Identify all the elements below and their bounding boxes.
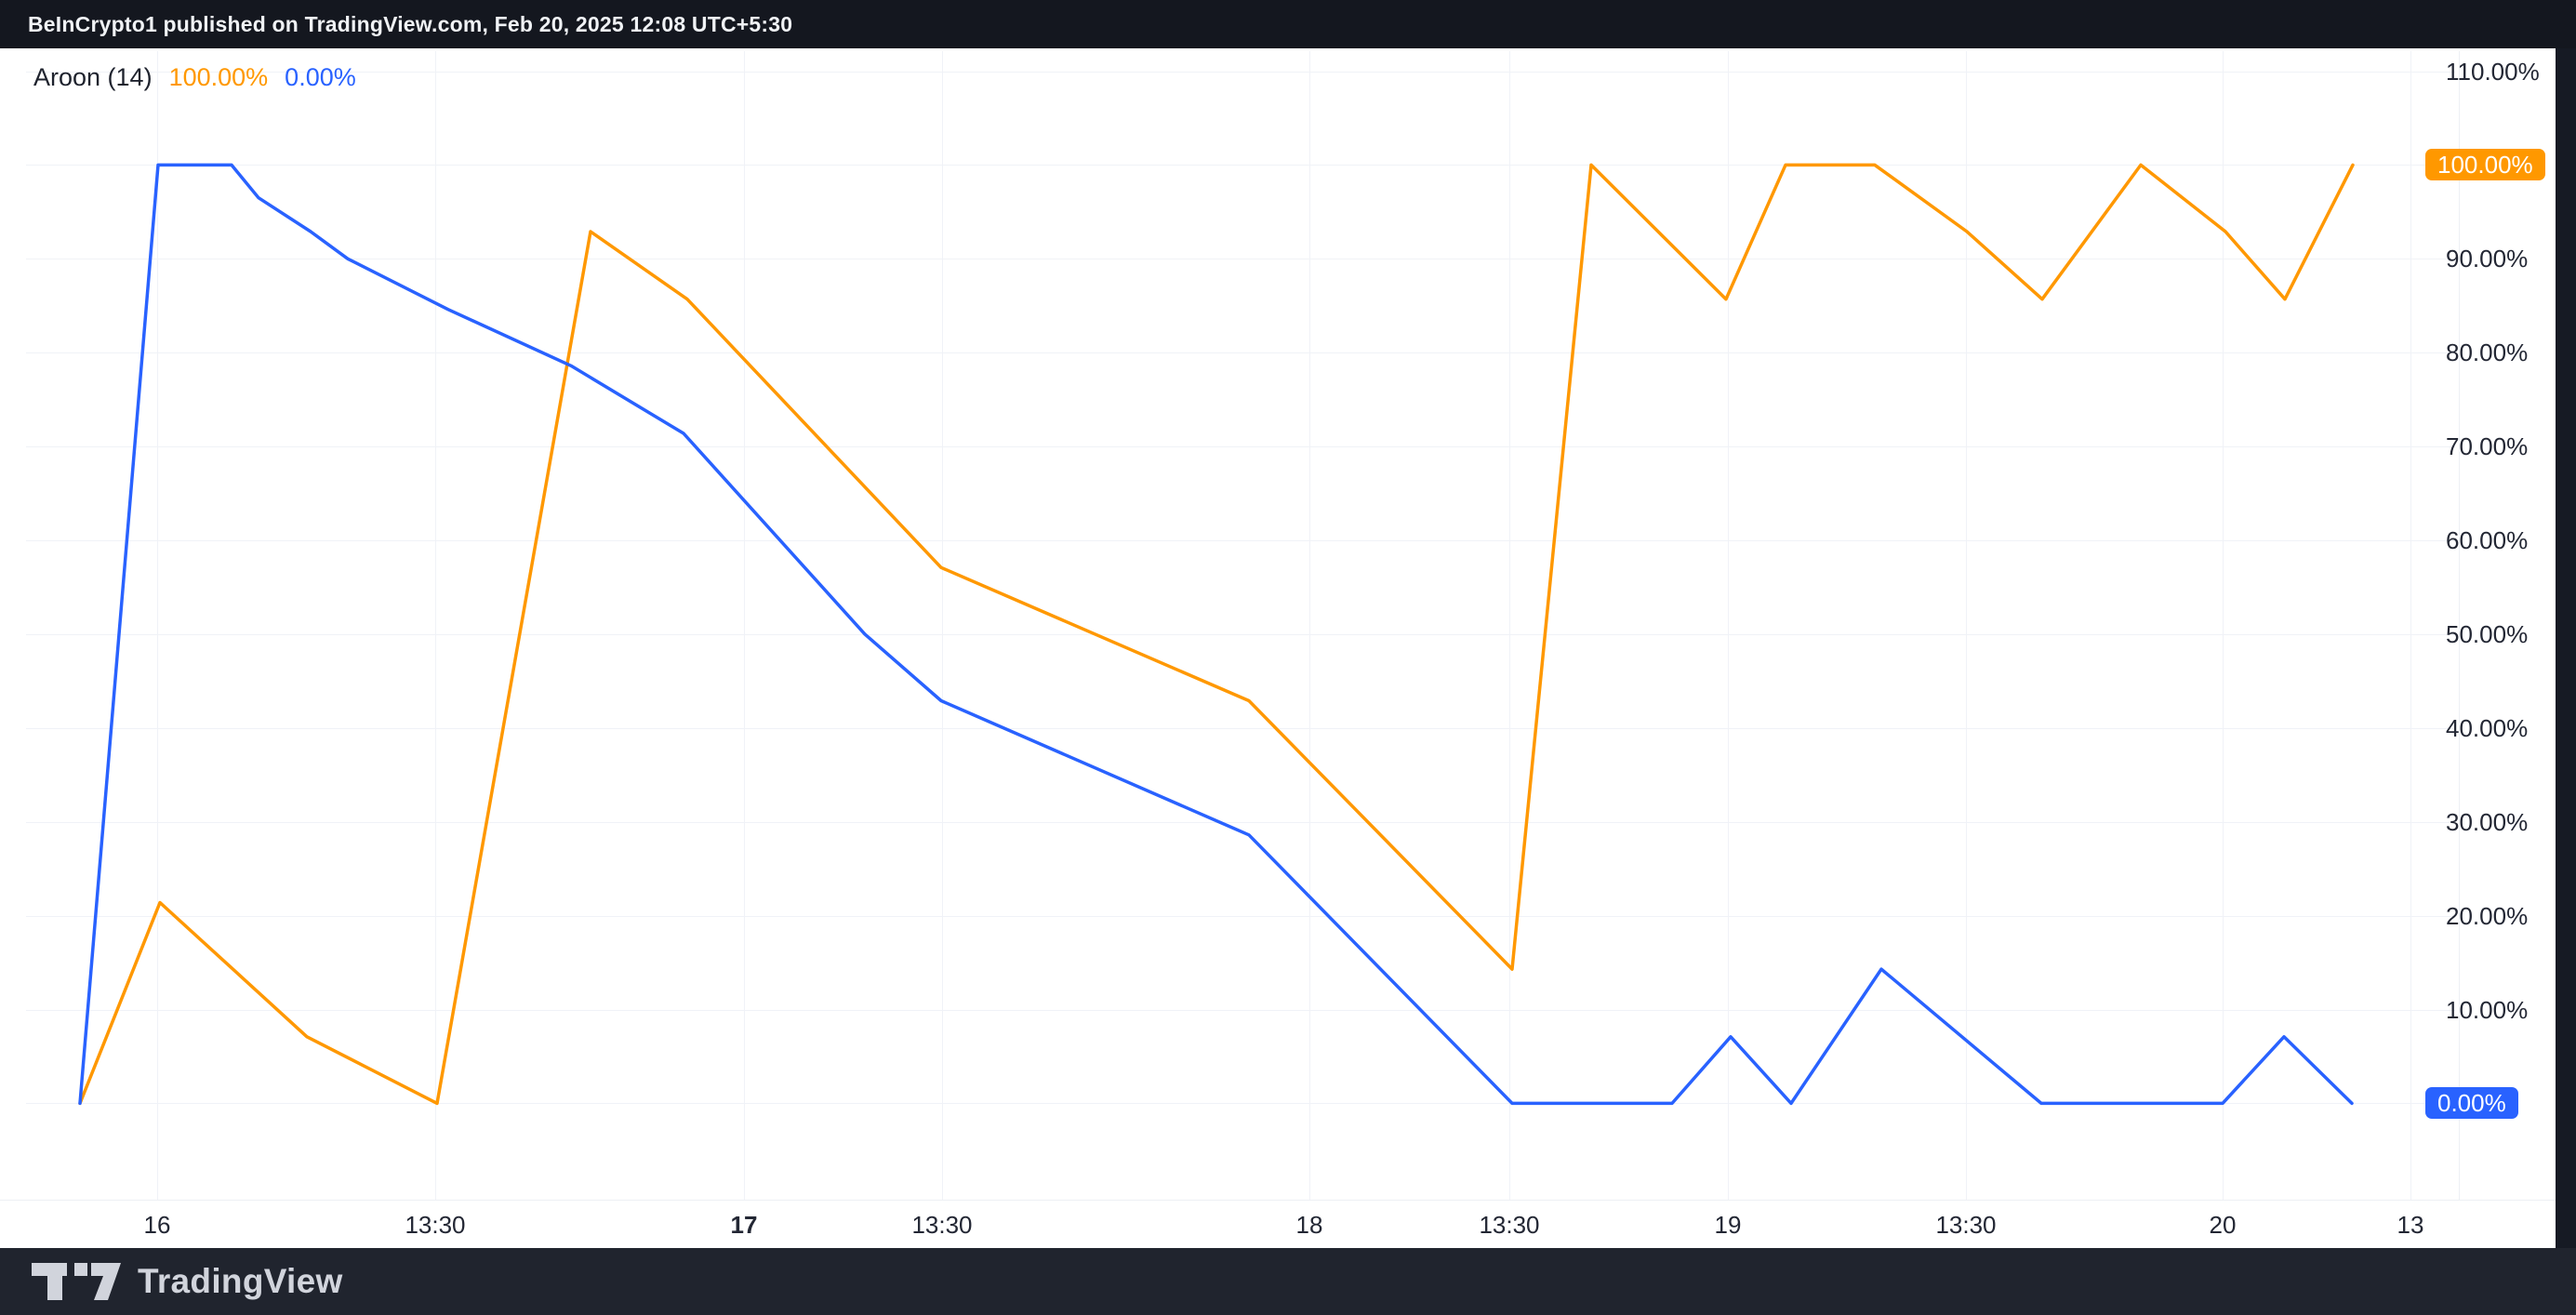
gridline-horizontal (26, 821, 2455, 823)
gridline-vertical (1309, 51, 1310, 1200)
aroon-down-value: 0.00% (285, 63, 356, 91)
price-axis-tick: 90.00% (2446, 245, 2529, 273)
chart-plot-area[interactable]: Aroon (14) 100.00% 0.00% 110.00% 90.00% 80… (0, 48, 2556, 1248)
time-axis-tick: 13:30 (1935, 1211, 1997, 1239)
price-axis-tick: 30.00% (2446, 807, 2529, 836)
header-bar: BeInCrypto1 published on TradingView.com… (0, 0, 2576, 48)
price-axis-tick: 10.00% (2446, 995, 2529, 1024)
time-axis-tick: 13:30 (911, 1211, 973, 1239)
time-axis-tick: 13 (2397, 1211, 2424, 1239)
gridline-horizontal (26, 915, 2455, 917)
gridline-vertical (1728, 51, 1729, 1200)
aroon-down-line (78, 163, 2354, 1106)
gridline-vertical (157, 51, 158, 1200)
gridline-horizontal (26, 352, 2455, 354)
gridline-horizontal (26, 71, 2455, 73)
gridline-vertical (744, 51, 745, 1200)
aroon-up-price-badge: 100.00% (2425, 149, 2545, 181)
gridline-horizontal (26, 540, 2455, 541)
price-axis-tick: 20.00% (2446, 901, 2529, 930)
tradingview-wordmark: TradingView (138, 1262, 343, 1300)
price-axis-tick: 110.00% (2446, 57, 2540, 86)
price-axis-separator (2459, 51, 2460, 1200)
time-axis-separator (0, 1200, 2556, 1201)
gridline-horizontal (26, 633, 2455, 635)
tradingview-logo-icon (30, 1261, 123, 1302)
footer-bar: TradingView (0, 1248, 2576, 1315)
time-axis-tick: 13:30 (405, 1211, 466, 1239)
gridline-vertical (942, 51, 943, 1200)
price-axis-tick: 70.00% (2446, 432, 2529, 461)
gridline-vertical (1966, 51, 1967, 1200)
gridline-horizontal (26, 727, 2455, 729)
time-axis-tick: 17 (730, 1211, 758, 1239)
price-axis-tick: 80.00% (2446, 339, 2529, 367)
aroon-up-value: 100.00% (168, 63, 269, 91)
gridline-vertical (435, 51, 436, 1200)
indicator-legend[interactable]: Aroon (14) 100.00% 0.00% (33, 63, 356, 92)
gridline-vertical (2223, 51, 2224, 1200)
price-axis-tick: 50.00% (2446, 619, 2529, 648)
time-axis-tick: 19 (1714, 1211, 1742, 1239)
time-axis-tick: 16 (143, 1211, 171, 1239)
price-axis-tick: 40.00% (2446, 713, 2529, 742)
gridline-vertical (1509, 51, 1510, 1200)
time-axis-tick: 18 (1295, 1211, 1323, 1239)
aroon-line-chart[interactable] (0, 48, 2556, 1248)
gridline-vertical (2410, 51, 2411, 1200)
gridline-horizontal (26, 1009, 2455, 1011)
aroon-down-price-badge: 0.00% (2425, 1087, 2518, 1120)
header-title: BeInCrypto1 published on TradingView.com… (28, 11, 793, 36)
gridline-horizontal (26, 1103, 2455, 1105)
aroon-up-line (78, 163, 2355, 1106)
gridline-horizontal (26, 165, 2455, 166)
price-axis-tick: 60.00% (2446, 526, 2529, 554)
time-axis-tick: 13:30 (1479, 1211, 1540, 1239)
gridline-horizontal (26, 446, 2455, 448)
right-margin (2556, 48, 2576, 1248)
indicator-name[interactable]: Aroon (14) (33, 63, 153, 91)
time-axis-tick: 20 (2209, 1211, 2237, 1239)
